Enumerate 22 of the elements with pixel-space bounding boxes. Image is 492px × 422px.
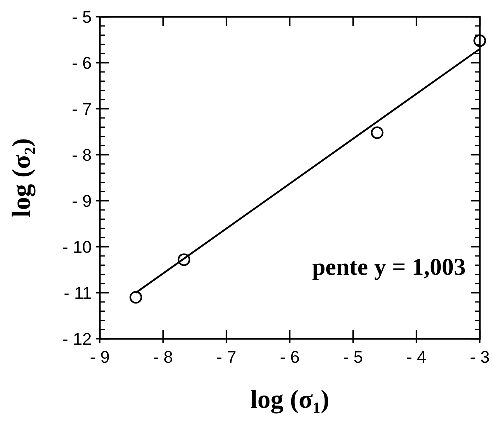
x-tick-label: - 7 [216,348,237,367]
x-tick-label: - 3 [470,348,490,367]
point [474,34,486,48]
x-axis-title: log (σ₁) [250,385,330,414]
x-tick-label: - 8 [153,348,174,367]
y-tick-label: - 8 [72,146,92,165]
x-tick-label: - 9 [90,348,110,367]
point [371,126,384,140]
x-tick-label: - 4 [406,348,427,367]
y-tick-label: - 6 [72,54,92,73]
y-tick-label: - 12 [62,330,92,349]
y-tick-label: - 10 [62,238,92,257]
y-tick-label: - 9 [72,192,92,211]
point [130,291,142,304]
annotation: pente y = 1,003 [312,255,466,281]
point [178,254,191,266]
y-tick-label: - 7 [72,100,92,119]
y-tick-label: - 5 [72,8,92,27]
y-axis-title: log (σ₂) [7,138,36,218]
x-tick-label: - 6 [280,348,300,367]
y-tick-label: - 11 [64,284,92,303]
x-tick-label: - 5 [343,348,364,367]
